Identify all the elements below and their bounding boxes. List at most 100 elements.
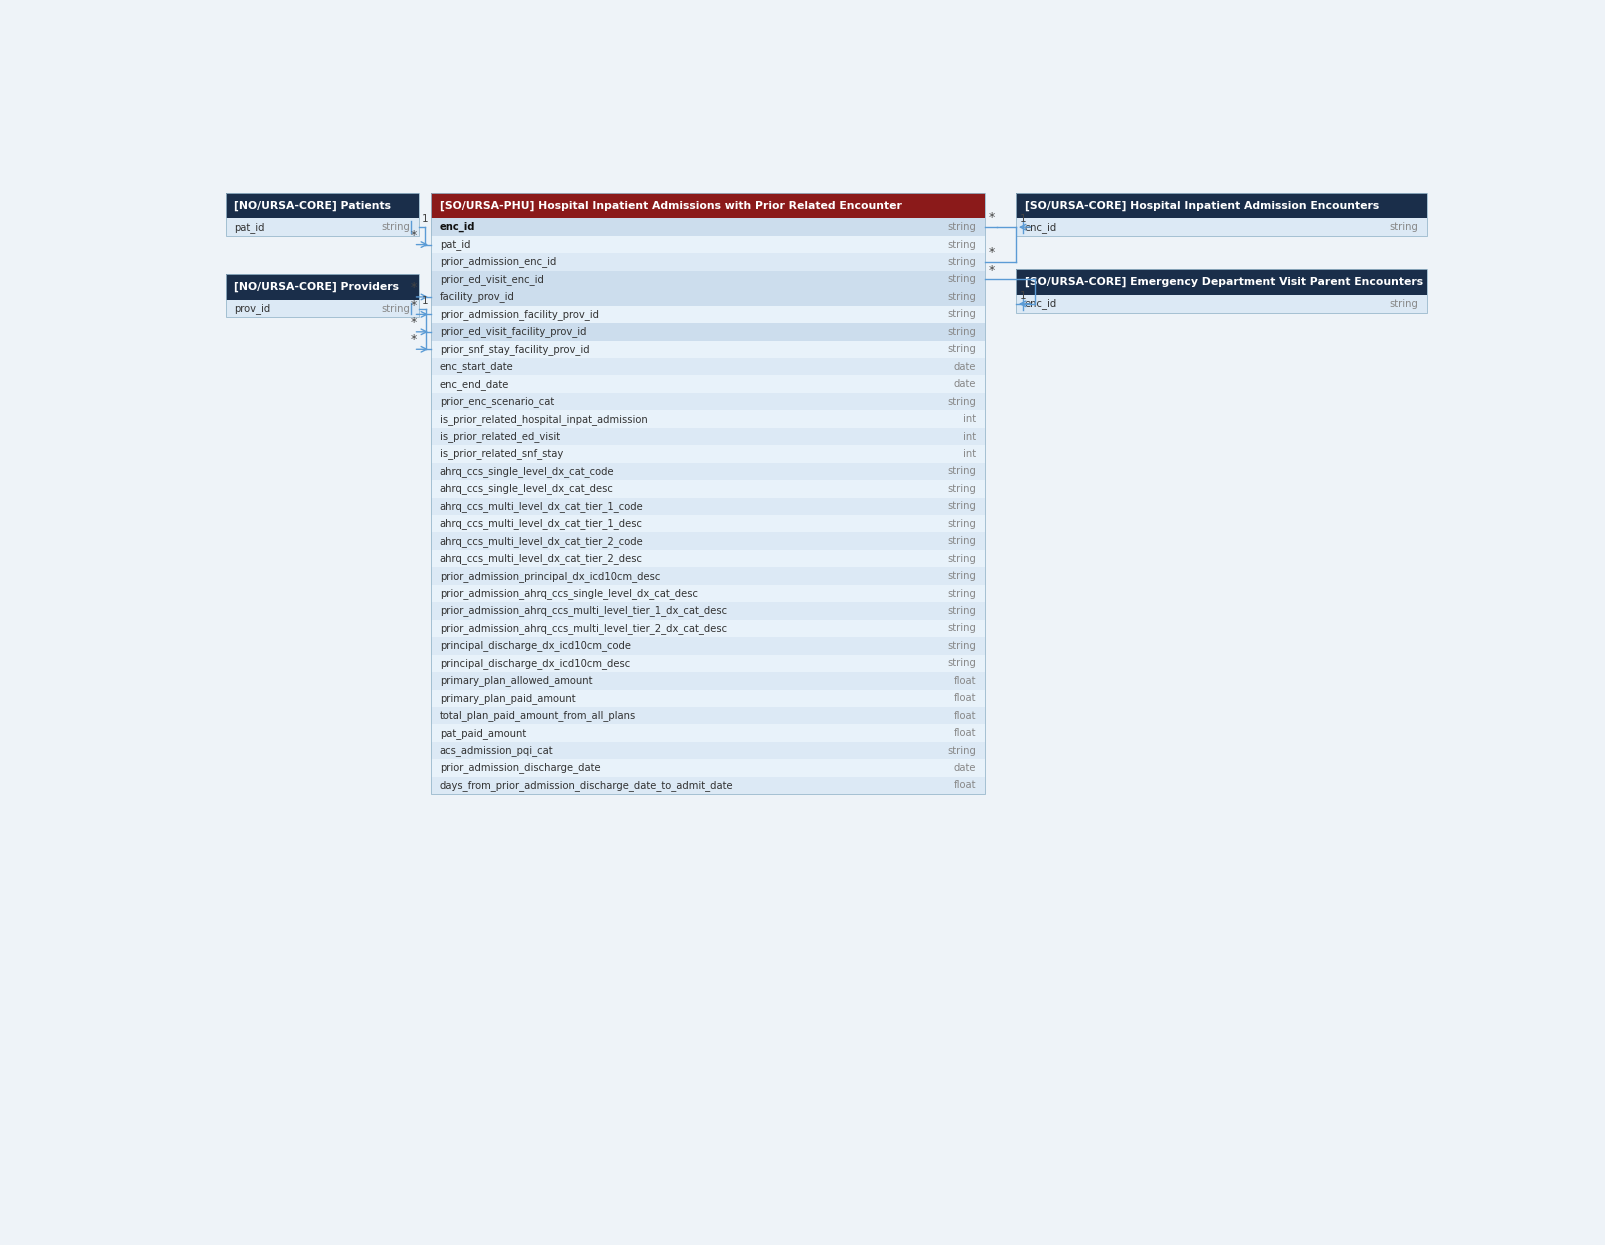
Text: float: float xyxy=(953,693,976,703)
Bar xyxy=(430,193,984,794)
Bar xyxy=(430,446,984,463)
Bar xyxy=(430,690,984,707)
Bar xyxy=(430,707,984,725)
Bar xyxy=(430,428,984,446)
Text: ahrq_ccs_multi_level_dx_cat_tier_2_desc: ahrq_ccs_multi_level_dx_cat_tier_2_desc xyxy=(440,553,642,564)
Text: string: string xyxy=(947,222,976,232)
Bar xyxy=(430,411,984,428)
Text: string: string xyxy=(947,397,976,407)
Bar xyxy=(430,637,984,655)
Bar xyxy=(430,463,984,481)
Text: string: string xyxy=(380,222,409,232)
Text: facility_prov_id: facility_prov_id xyxy=(440,291,514,303)
Text: *: * xyxy=(989,212,993,224)
Bar xyxy=(1016,295,1425,312)
Text: [NO/URSA-CORE] Providers: [NO/URSA-CORE] Providers xyxy=(234,281,400,293)
Text: enc_start_date: enc_start_date xyxy=(440,361,514,372)
Bar xyxy=(1016,269,1425,312)
Text: 1: 1 xyxy=(1019,214,1026,224)
Text: *: * xyxy=(411,316,417,329)
Text: ahrq_ccs_single_level_dx_cat_code: ahrq_ccs_single_level_dx_cat_code xyxy=(440,466,615,477)
Text: enc_id: enc_id xyxy=(1024,299,1056,309)
Text: days_from_prior_admission_discharge_date_to_admit_date: days_from_prior_admission_discharge_date… xyxy=(440,781,733,791)
Text: prior_admission_ahrq_ccs_single_level_dx_cat_desc: prior_admission_ahrq_ccs_single_level_dx… xyxy=(440,588,697,599)
Bar xyxy=(430,324,984,341)
Text: string: string xyxy=(947,502,976,512)
Text: float: float xyxy=(953,728,976,738)
Text: float: float xyxy=(953,781,976,791)
Bar xyxy=(430,777,984,794)
Text: string: string xyxy=(1388,222,1417,232)
Text: string: string xyxy=(947,291,976,303)
Text: prior_enc_scenario_cat: prior_enc_scenario_cat xyxy=(440,396,554,407)
Text: primary_plan_allowed_amount: primary_plan_allowed_amount xyxy=(440,675,592,686)
Text: 1: 1 xyxy=(1019,291,1026,301)
Bar xyxy=(430,742,984,759)
Bar xyxy=(430,603,984,620)
Bar xyxy=(1016,269,1425,295)
Text: prior_admission_enc_id: prior_admission_enc_id xyxy=(440,256,555,268)
Bar xyxy=(430,341,984,359)
Text: ahrq_ccs_multi_level_dx_cat_tier_1_code: ahrq_ccs_multi_level_dx_cat_tier_1_code xyxy=(440,500,644,512)
Bar xyxy=(430,218,984,235)
Text: ahrq_ccs_multi_level_dx_cat_tier_1_desc: ahrq_ccs_multi_level_dx_cat_tier_1_desc xyxy=(440,518,642,529)
Text: string: string xyxy=(947,606,976,616)
Text: date: date xyxy=(953,763,976,773)
Text: float: float xyxy=(953,711,976,721)
Text: prior_admission_ahrq_ccs_multi_level_tier_2_dx_cat_desc: prior_admission_ahrq_ccs_multi_level_tie… xyxy=(440,622,727,634)
Bar xyxy=(430,253,984,270)
Text: enc_id: enc_id xyxy=(1024,222,1056,233)
Bar xyxy=(430,759,984,777)
Bar xyxy=(430,568,984,585)
Text: principal_discharge_dx_icd10cm_code: principal_discharge_dx_icd10cm_code xyxy=(440,640,631,651)
Bar xyxy=(225,300,419,317)
Text: *: * xyxy=(411,334,417,346)
Text: principal_discharge_dx_icd10cm_desc: principal_discharge_dx_icd10cm_desc xyxy=(440,657,629,669)
Bar xyxy=(430,376,984,393)
Text: string: string xyxy=(947,571,976,581)
Text: prior_ed_visit_facility_prov_id: prior_ed_visit_facility_prov_id xyxy=(440,326,586,337)
Bar xyxy=(430,725,984,742)
Bar xyxy=(430,498,984,515)
Text: prov_id: prov_id xyxy=(234,304,270,314)
Bar xyxy=(225,218,419,235)
Text: 1: 1 xyxy=(422,296,429,306)
Text: string: string xyxy=(947,537,976,547)
Text: date: date xyxy=(953,362,976,372)
Text: string: string xyxy=(947,746,976,756)
Text: [SO/URSA-CORE] Emergency Department Visit Parent Encounters: [SO/URSA-CORE] Emergency Department Visi… xyxy=(1024,278,1422,288)
Bar xyxy=(225,274,419,300)
Text: is_prior_related_snf_stay: is_prior_related_snf_stay xyxy=(440,448,563,459)
Text: int: int xyxy=(963,415,976,425)
Text: *: * xyxy=(411,299,417,311)
Bar xyxy=(430,515,984,533)
Text: string: string xyxy=(947,256,976,266)
Text: prior_admission_ahrq_ccs_multi_level_tier_1_dx_cat_desc: prior_admission_ahrq_ccs_multi_level_tie… xyxy=(440,605,727,616)
Bar xyxy=(430,270,984,288)
Bar xyxy=(225,274,419,317)
Text: prior_snf_stay_facility_prov_id: prior_snf_stay_facility_prov_id xyxy=(440,344,589,355)
Text: prior_admission_principal_dx_icd10cm_desc: prior_admission_principal_dx_icd10cm_des… xyxy=(440,570,660,581)
Text: *: * xyxy=(411,281,417,294)
Text: string: string xyxy=(947,641,976,651)
Text: prior_ed_visit_enc_id: prior_ed_visit_enc_id xyxy=(440,274,542,285)
Text: total_plan_paid_amount_from_all_plans: total_plan_paid_amount_from_all_plans xyxy=(440,710,636,721)
Bar xyxy=(430,550,984,568)
Bar xyxy=(430,393,984,411)
Bar xyxy=(430,655,984,672)
Text: string: string xyxy=(947,239,976,249)
Bar xyxy=(1016,193,1425,218)
Bar xyxy=(225,193,419,218)
Text: enc_end_date: enc_end_date xyxy=(440,378,509,390)
Text: string: string xyxy=(947,345,976,355)
Text: prior_admission_facility_prov_id: prior_admission_facility_prov_id xyxy=(440,309,599,320)
Text: prior_admission_discharge_date: prior_admission_discharge_date xyxy=(440,763,600,773)
Text: pat_id: pat_id xyxy=(234,222,265,233)
Text: primary_plan_paid_amount: primary_plan_paid_amount xyxy=(440,692,575,703)
Text: string: string xyxy=(947,327,976,337)
Text: *: * xyxy=(989,247,993,259)
Text: acs_admission_pqi_cat: acs_admission_pqi_cat xyxy=(440,745,554,756)
Text: string: string xyxy=(947,484,976,494)
Text: string: string xyxy=(1388,299,1417,309)
Text: is_prior_related_ed_visit: is_prior_related_ed_visit xyxy=(440,431,560,442)
